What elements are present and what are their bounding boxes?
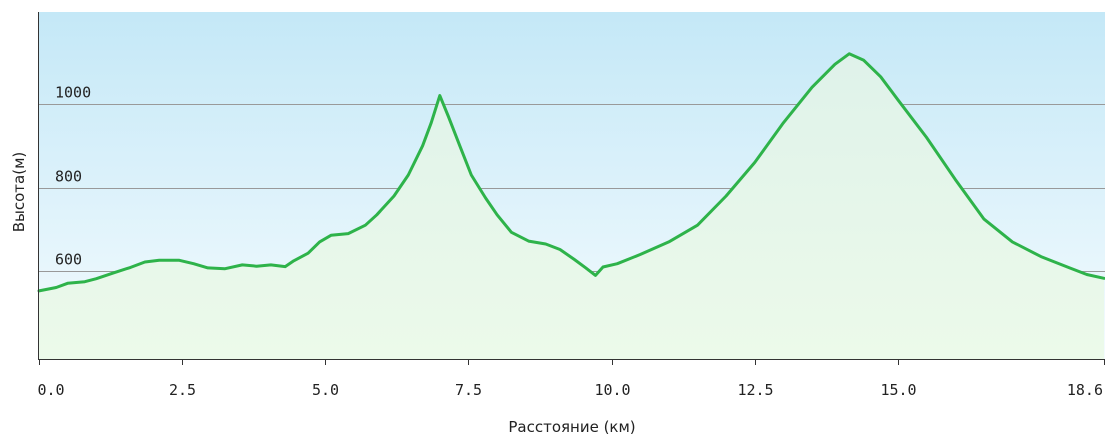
x-tick-label: 0.0 [38,381,65,399]
y-axis-title: Высота(м) [10,152,28,233]
y-tick-label: 800 [55,168,82,186]
x-tick-label: 7.5 [455,381,482,399]
x-tick-label: 15.0 [880,381,916,399]
x-tick-label: 18.6 [1067,381,1103,399]
elevation-area-fill [39,53,1104,360]
elevation-line [37,52,1105,293]
x-tick-label: 5.0 [312,381,339,399]
x-tick-label: 12.5 [737,381,773,399]
y-tick-label: 1000 [55,84,91,102]
x-tick-label: 2.5 [169,381,196,399]
x-tick-label: 10.0 [594,381,630,399]
x-axis-title: Расстояние (км) [508,418,635,436]
y-tick-label: 600 [55,251,82,269]
